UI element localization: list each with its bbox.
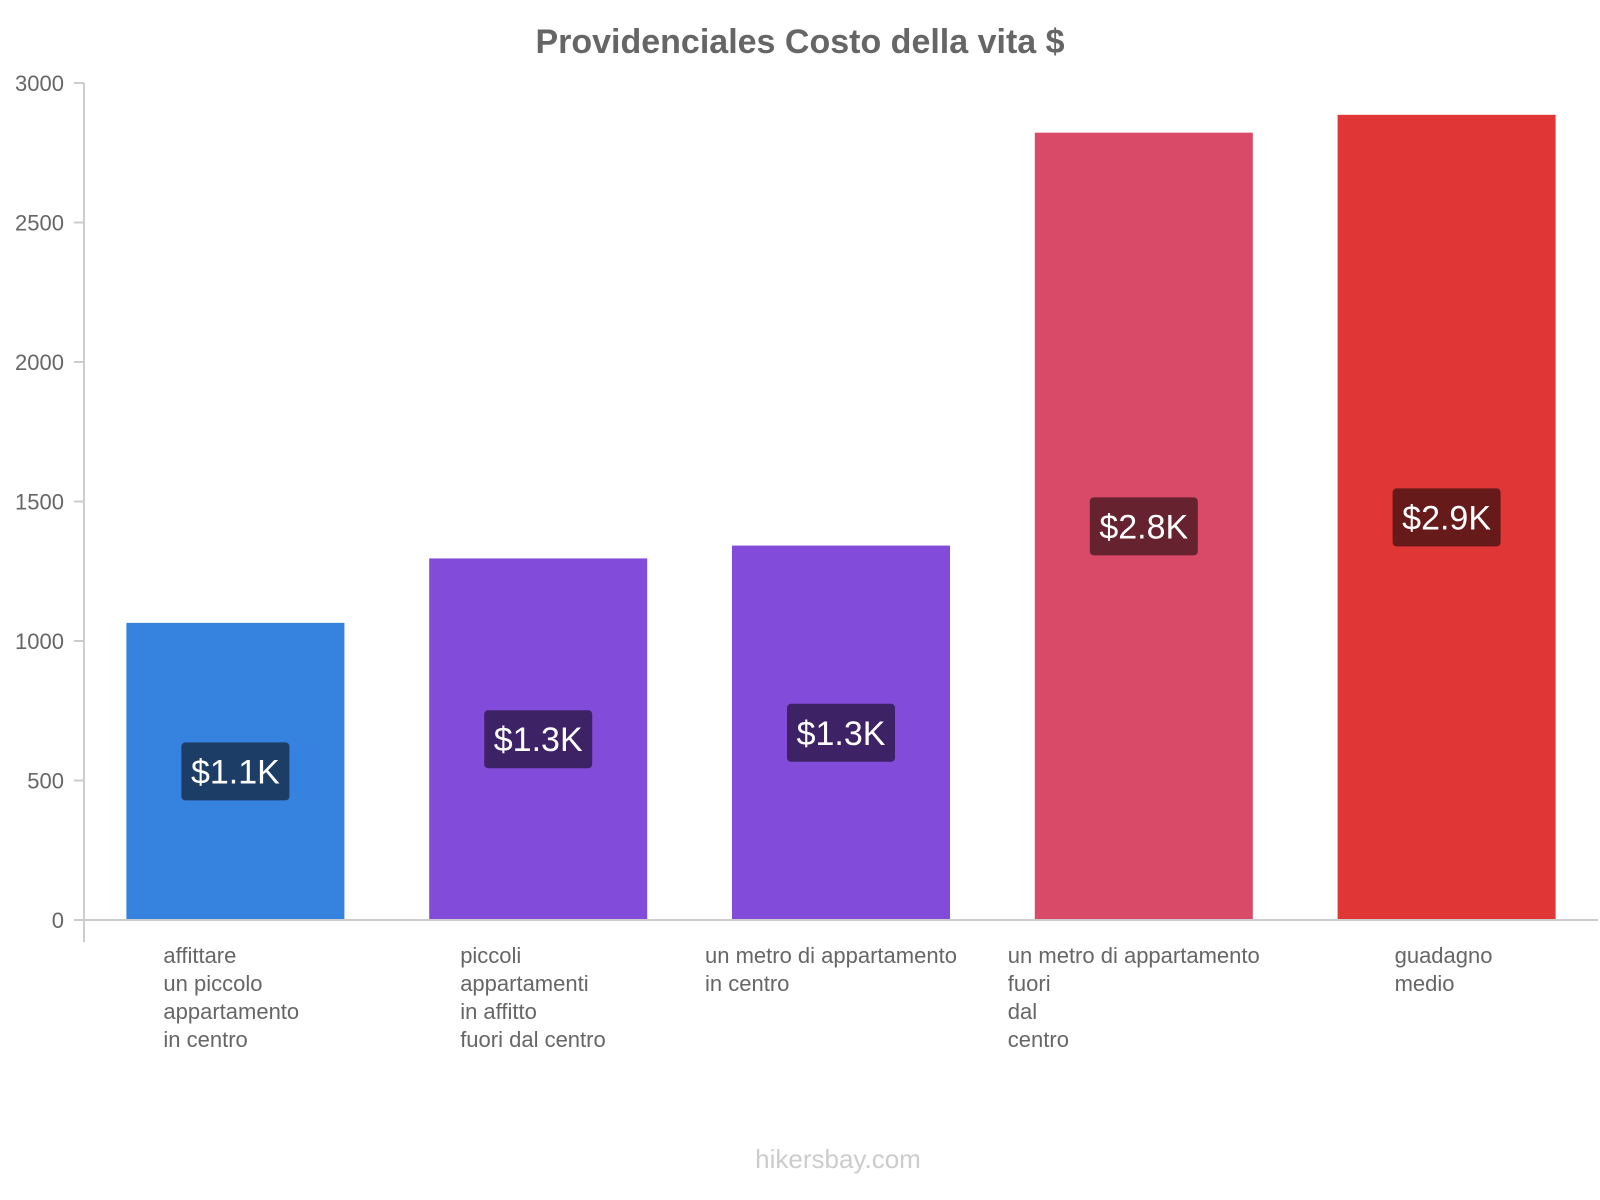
category-label-line: in affitto xyxy=(460,999,537,1024)
y-tick-label: 2000 xyxy=(15,350,64,375)
category-label-line: un piccolo xyxy=(163,971,262,996)
category-label-line: centro xyxy=(1008,1027,1069,1052)
category-label-line: in centro xyxy=(163,1027,247,1052)
value-label-bg xyxy=(1392,488,1501,547)
category-label-line: appartamento xyxy=(163,999,299,1024)
value-label: $1.3K xyxy=(797,715,886,753)
bar-group: $1.1K xyxy=(126,622,345,920)
value-label: $1.1K xyxy=(191,753,280,791)
category-label: affittare un piccolo appartamento in centro xyxy=(163,943,299,1052)
category-label-line: medio xyxy=(1395,971,1455,996)
bar-group: $1.3K xyxy=(429,558,648,920)
value-label-bg xyxy=(787,703,895,762)
y-tick-label: 2500 xyxy=(15,211,64,236)
bars-group: $1.1K $1.3K $1.3K $2.8K $2.9K xyxy=(126,114,1556,921)
category-label-line: dal xyxy=(1008,999,1037,1024)
category-label: un metro di appartamento fuori dal centro xyxy=(1008,943,1260,1052)
watermark: hikersbay.com xyxy=(755,1144,921,1174)
y-tick-label: 500 xyxy=(27,769,64,794)
y-axis: 0 500 1000 1500 2000 2500 3000 xyxy=(15,71,85,942)
category-label-line: un metro di appartamento xyxy=(705,943,957,968)
category-label-line: fuori dal centro xyxy=(460,1027,606,1052)
y-tick-label: 3000 xyxy=(15,71,64,96)
category-label-line: affittare xyxy=(163,943,236,968)
bar-group: $2.8K xyxy=(1034,132,1253,921)
category-label-line: in centro xyxy=(705,971,789,996)
value-label-bg xyxy=(181,742,290,801)
y-tick-label: 1500 xyxy=(15,490,64,515)
category-label-line: guadagno xyxy=(1395,943,1493,968)
y-tick-label: 1000 xyxy=(15,629,64,654)
value-label: $1.3K xyxy=(494,721,583,759)
value-label: $2.8K xyxy=(1099,508,1188,546)
y-tick-label: 0 xyxy=(52,908,64,933)
category-label-line: appartamenti xyxy=(460,971,588,996)
value-label-bg xyxy=(1089,497,1198,556)
bar-group: $1.3K xyxy=(731,545,951,920)
bar-group: $2.9K xyxy=(1337,114,1556,920)
category-label-line: piccoli xyxy=(460,943,521,968)
category-label: un metro di appartamento in centro xyxy=(705,943,957,996)
category-label-line: fuori xyxy=(1008,971,1051,996)
category-label-line: un metro di appartamento xyxy=(1008,943,1260,968)
category-label: piccoli appartamenti in affitto fuori dal c… xyxy=(460,943,606,1052)
value-label-bg xyxy=(484,710,593,769)
category-label: guadagno medio xyxy=(1395,943,1493,996)
x-axis-labels: affittare un piccolo appartamento in centro… xyxy=(163,943,1492,1052)
chart-title: Providenciales Costo della vita $ xyxy=(535,23,1064,61)
value-label: $2.9K xyxy=(1402,499,1491,537)
